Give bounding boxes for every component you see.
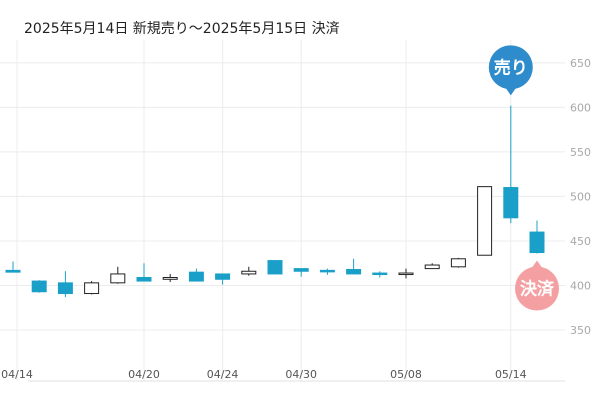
candle-body <box>188 271 204 282</box>
candle-body <box>136 277 152 282</box>
candle <box>450 257 466 268</box>
y-tick-label: 550 <box>570 146 591 159</box>
candle <box>267 260 283 275</box>
candle <box>424 263 440 270</box>
candle <box>503 105 519 224</box>
y-tick-label: 350 <box>570 324 591 337</box>
candle-body <box>31 280 47 293</box>
candle-body <box>215 273 231 280</box>
chart-title: 2025年5月14日 新規売り～2025年5月15日 決済 <box>24 21 340 37</box>
candle <box>110 266 126 284</box>
marker-label: 売り <box>494 57 528 78</box>
y-tick-label: 450 <box>570 235 591 248</box>
y-tick-label: 600 <box>570 101 591 114</box>
y-tick-label: 400 <box>570 280 591 293</box>
candle <box>84 281 100 295</box>
candle-body <box>477 186 493 256</box>
candle <box>293 268 309 277</box>
candle-body <box>372 272 388 276</box>
candle-layer <box>5 105 545 298</box>
candle <box>372 271 388 278</box>
candle-body <box>110 273 126 284</box>
x-tick-label: 05/08 <box>390 368 422 381</box>
x-tick-label: 04/14 <box>1 368 33 381</box>
candle-body <box>267 260 283 275</box>
candle <box>215 273 231 285</box>
candle <box>57 271 73 298</box>
marker-label: 決済 <box>520 279 555 300</box>
candle <box>136 263 152 282</box>
x-tick-label: 04/20 <box>128 368 160 381</box>
candle-body <box>5 269 21 273</box>
candle-body <box>450 258 466 268</box>
candle <box>162 273 178 282</box>
x-tick-label: 04/24 <box>207 368 239 381</box>
y-tick-label: 650 <box>570 57 591 70</box>
candle-body <box>346 268 362 275</box>
marker-bubble <box>515 266 559 311</box>
candle-body <box>398 272 414 276</box>
candle-body <box>503 187 519 219</box>
candle <box>346 258 362 275</box>
candle <box>319 268 335 275</box>
candle-body <box>84 282 100 295</box>
candle-body <box>241 270 257 275</box>
candle <box>31 280 47 293</box>
axis-layer: 650 600 550 500 450 400 350 04/14 04/20 04/24 04/3… <box>1 57 591 382</box>
candle <box>188 268 204 282</box>
marker-bubble <box>488 45 533 90</box>
candle-body <box>529 231 545 254</box>
candle-body <box>293 268 309 272</box>
candle <box>5 261 21 273</box>
x-tick-label: 04/30 <box>285 368 317 381</box>
settle-marker: 決済 <box>515 260 559 311</box>
candle-body <box>319 269 335 273</box>
x-tick-label: 05/14 <box>495 368 527 381</box>
sell-marker: 売り <box>488 45 533 96</box>
candle <box>477 186 493 256</box>
candle <box>241 266 257 276</box>
y-tick-label: 500 <box>570 190 591 203</box>
candle <box>398 268 414 279</box>
grid-layer <box>0 40 565 381</box>
candle-body <box>162 277 178 280</box>
candle-body <box>424 264 440 270</box>
candle <box>529 220 545 254</box>
candle-body <box>57 282 73 295</box>
